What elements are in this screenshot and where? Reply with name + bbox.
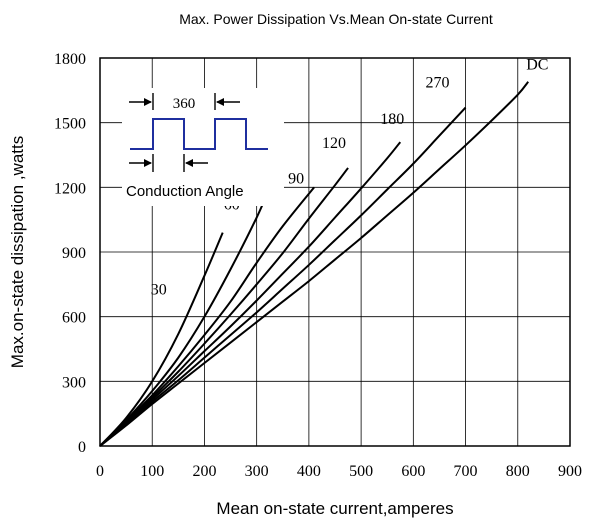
angle-arrowhead-right: [185, 159, 193, 167]
period-arrowhead-right: [216, 98, 224, 106]
curve-labels: 306090120180270DC: [151, 57, 549, 299]
curve-DC: [99, 81, 530, 447]
x-tick-label-6: 600: [401, 463, 425, 480]
curve-270: [99, 106, 467, 447]
x-tick-label-2: 200: [192, 463, 216, 480]
y-tick-label-5: 1500: [54, 116, 86, 133]
curve-120: [99, 167, 349, 447]
x-tick-label-8: 800: [506, 463, 530, 480]
x-tick-label-4: 400: [297, 463, 321, 480]
x-tick-label-5: 500: [349, 463, 373, 480]
y-tick-label-1: 300: [62, 374, 86, 391]
inset-background: [122, 88, 284, 206]
y-tick-label-3: 900: [62, 245, 86, 262]
chart-title: Max. Power Dissipation Vs.Mean On-state …: [179, 11, 493, 27]
curve-label-30: 30: [151, 282, 167, 299]
curve-label-DC: DC: [526, 57, 548, 74]
x-tick-label-3: 300: [245, 463, 269, 480]
y-tick-label-6: 1800: [54, 51, 86, 68]
curve-label-90: 90: [288, 170, 304, 187]
curve-label-120: 120: [322, 135, 346, 152]
x-tick-labels: 0 100 200 300 400 500 600 700 800 900: [96, 463, 582, 480]
x-tick-label-7: 700: [454, 463, 478, 480]
angle-arrowhead-left: [144, 159, 152, 167]
period-label: 360: [173, 96, 196, 112]
y-tick-label-2: 600: [62, 310, 86, 327]
y-tick-label-0: 0: [78, 439, 86, 456]
curve-label-180: 180: [380, 111, 404, 128]
curve-180: [99, 141, 402, 447]
waveform-line: [130, 118, 268, 150]
curves: [99, 81, 530, 447]
curve-label-270: 270: [426, 75, 450, 92]
plot-frame: [99, 57, 571, 447]
y-tick-label-4: 1200: [54, 180, 86, 197]
x-tick-label-0: 0: [96, 463, 104, 480]
x-tick-label-1: 100: [140, 463, 164, 480]
conduction-angle-inset: 360 Conduction Angle: [122, 88, 284, 206]
y-tick-labels: 0 300 600 900 1200 1500 1800: [54, 51, 86, 456]
conduction-angle-caption: Conduction Angle: [126, 183, 244, 200]
x-axis-label: Mean on-state current,amperes: [216, 499, 453, 518]
x-tick-label-9: 900: [558, 463, 582, 480]
y-axis-label: Max.on-state dissipation ,watts: [8, 136, 27, 368]
period-arrowhead-left: [144, 98, 152, 106]
curve-30: [99, 232, 224, 447]
